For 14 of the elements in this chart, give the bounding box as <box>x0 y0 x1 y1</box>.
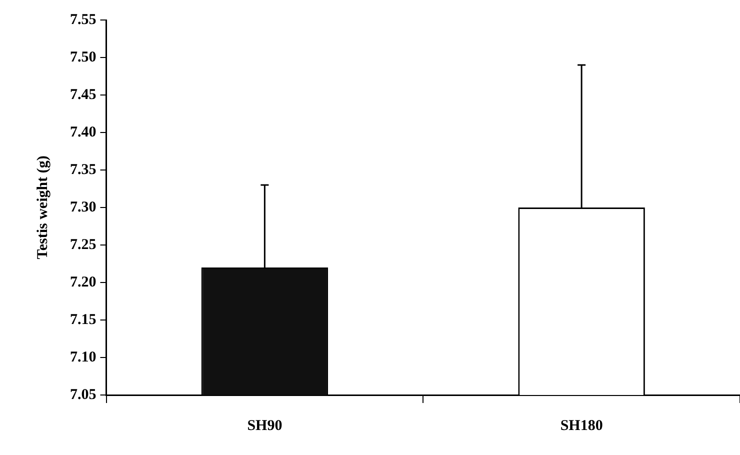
y-tick-label: 7.45 <box>70 86 96 103</box>
x-tick-label: SH90 <box>247 418 282 434</box>
y-tick-label: 7.35 <box>70 162 96 178</box>
y-tick-label: 7.40 <box>70 124 96 140</box>
y-tick-label: 7.10 <box>70 349 96 366</box>
y-axis-title: Testis weight (g) <box>34 156 51 260</box>
x-tick-label: SH180 <box>560 418 603 434</box>
y-tick-label: 7.15 <box>70 312 96 328</box>
y-tick-label: 7.50 <box>70 49 96 66</box>
y-tick-label: 7.55 <box>70 12 96 28</box>
y-tick-label: 7.05 <box>70 386 96 403</box>
y-tick-label: 7.25 <box>70 236 96 253</box>
y-tick-label: 7.20 <box>70 274 96 290</box>
y-tick-label: 7.30 <box>70 199 96 216</box>
